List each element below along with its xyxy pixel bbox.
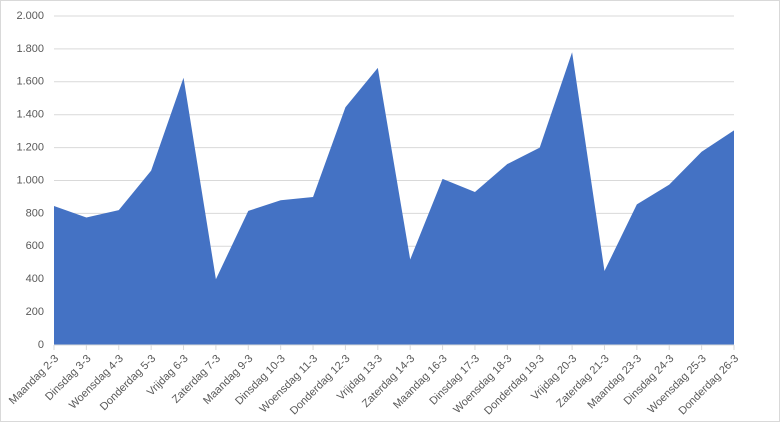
y-tick-label: 200 — [26, 306, 44, 318]
y-tick-label: 1.600 — [16, 76, 44, 88]
y-tick-label: 1.800 — [16, 43, 44, 55]
y-tick-label: 1.400 — [16, 109, 44, 121]
y-tick-label: 2.000 — [16, 10, 44, 22]
y-tick-label: 600 — [26, 240, 44, 252]
y-tick-label: 800 — [26, 207, 44, 219]
y-tick-label: 400 — [26, 273, 44, 285]
y-tick-label: 0 — [38, 339, 44, 351]
y-tick-label: 1.000 — [16, 174, 44, 186]
y-tick-label: 1.200 — [16, 142, 44, 154]
area — [54, 52, 734, 345]
